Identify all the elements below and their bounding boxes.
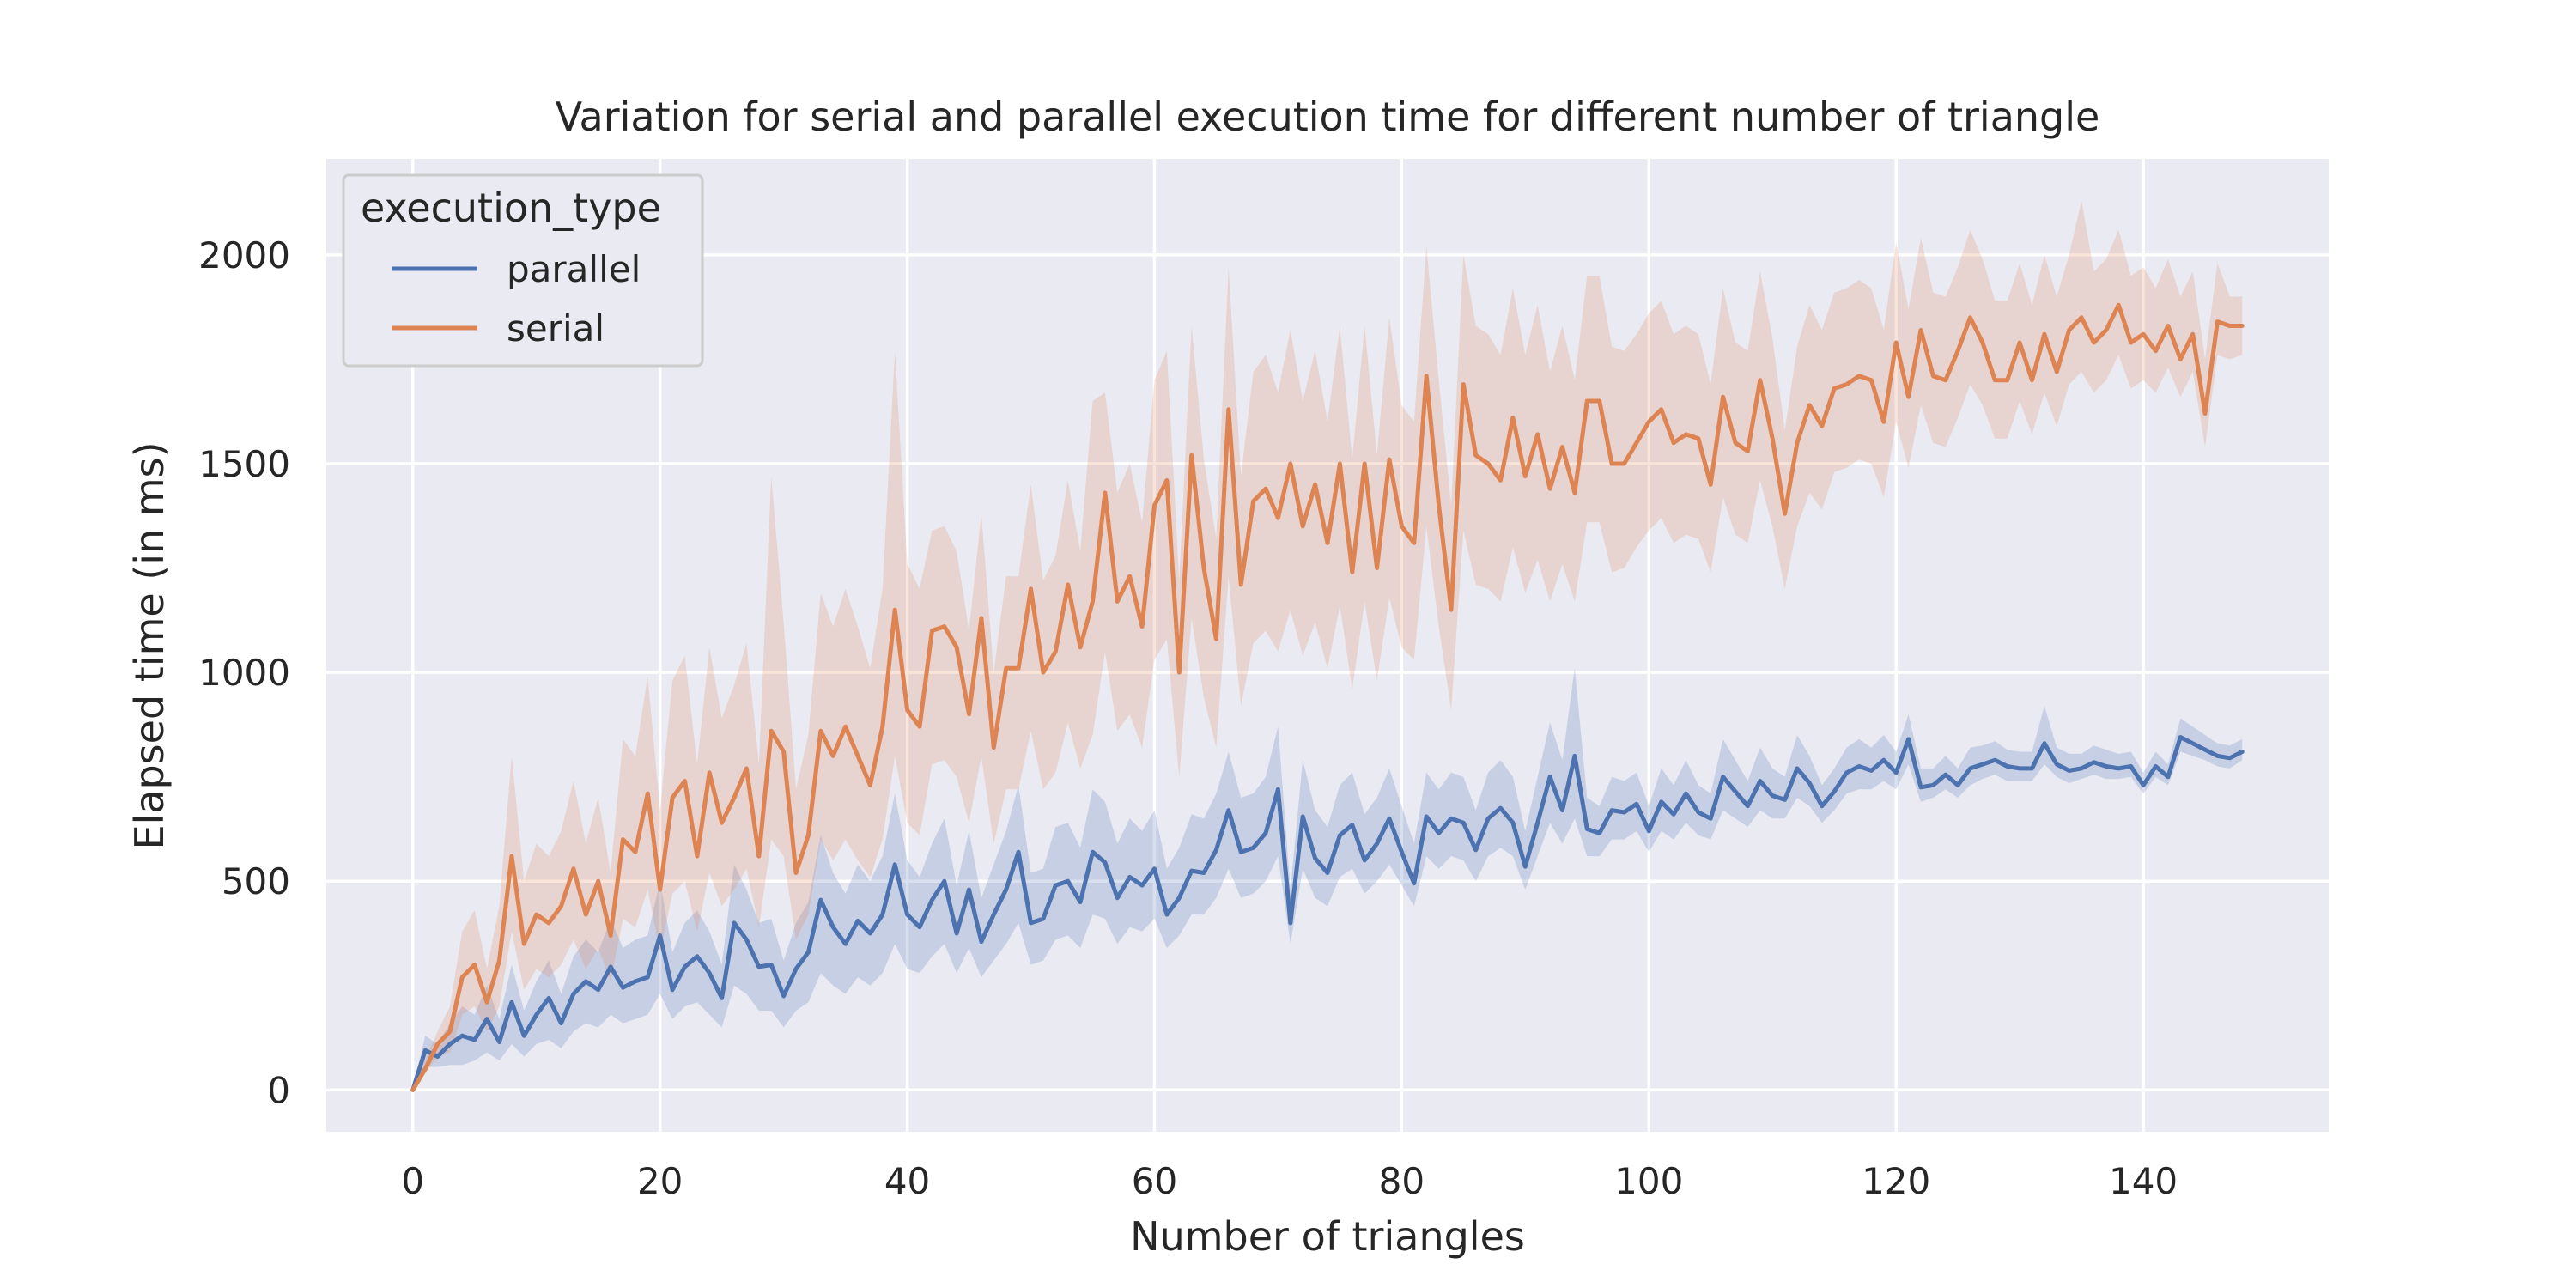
y-tick-label: 0	[267, 1069, 290, 1111]
y-tick-label: 2000	[198, 234, 290, 276]
y-tick-label: 1000	[198, 652, 290, 694]
y-tick-label: 1500	[198, 443, 290, 485]
chart-title: Variation for serial and parallel execut…	[556, 94, 2100, 140]
x-tick-label: 60	[1132, 1160, 1177, 1202]
x-tick-label: 0	[401, 1160, 424, 1202]
legend-title: execution_type	[361, 185, 661, 231]
legend-label-parallel: parallel	[507, 248, 641, 290]
y-tick-label: 500	[222, 860, 290, 902]
series-lines	[410, 302, 2245, 1092]
legend-label-serial: serial	[507, 307, 605, 349]
x-tick-label: 120	[1862, 1160, 1930, 1202]
confidence-bands	[412, 200, 2243, 1091]
x-tick-label: 40	[884, 1160, 930, 1202]
x-tick-label: 100	[1614, 1160, 1683, 1202]
legend: execution_type parallel serial	[342, 173, 704, 368]
x-tick-label: 140	[2109, 1160, 2178, 1202]
confidence-band-serial	[412, 200, 2243, 1091]
x-tick-label: 20	[637, 1160, 683, 1202]
y-tick-labels: 0 500 1000 1500 2000	[198, 234, 290, 1112]
legend-box	[342, 173, 704, 368]
x-axis-label: Number of triangles	[1130, 1213, 1525, 1260]
series-line-parallel	[410, 735, 2245, 1092]
grid	[326, 159, 2329, 1132]
y-axis-label: Elapsed time (in ms)	[126, 441, 173, 849]
series-line-serial	[410, 302, 2245, 1092]
x-tick-label: 80	[1379, 1160, 1425, 1202]
confidence-band-parallel	[412, 668, 2243, 1091]
x-tick-labels: 0 20 40 60 80 100 120 140	[401, 1160, 2178, 1202]
